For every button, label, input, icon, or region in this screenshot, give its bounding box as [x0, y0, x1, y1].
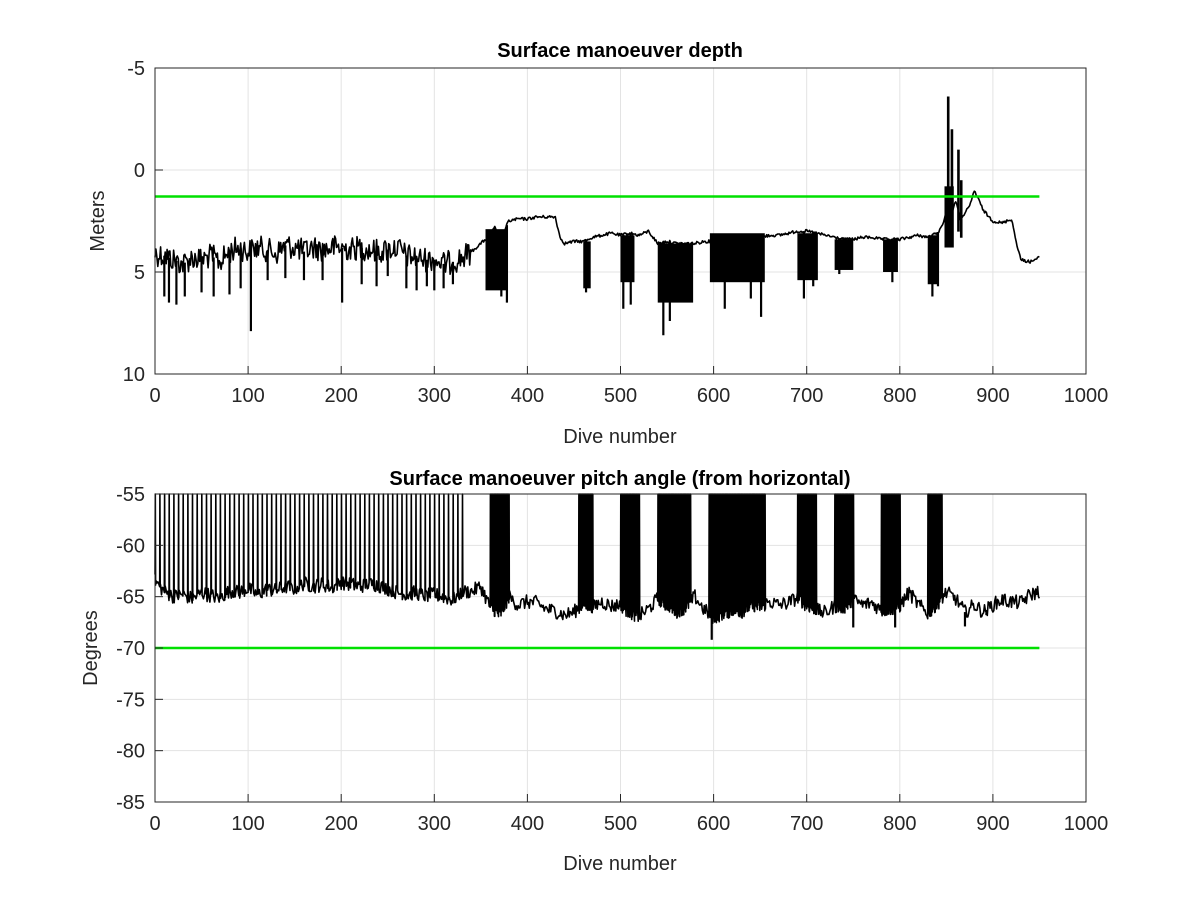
- depth-x-tick-label: 900: [976, 385, 1009, 407]
- pitch-y-tick-label: -75: [116, 689, 145, 711]
- depth-dense-region: [797, 233, 818, 281]
- pitch-data: [154, 493, 1041, 650]
- pitch-x-tick-label: 300: [418, 813, 451, 835]
- pitch-y-tick-label: -85: [116, 792, 145, 814]
- pitch-chart: 0 100 200 300 400 500 600 700 800 900 1000 -55-60-…: [80, 468, 1108, 875]
- depth-dense-region: [709, 233, 765, 283]
- pitch-x-tick-label: 200: [325, 813, 358, 835]
- depth-data: [154, 96, 1040, 336]
- depth-x-tick-label: 600: [697, 385, 730, 407]
- pitch-chart-title: Surface manoeuver pitch angle (from hori…: [389, 468, 850, 490]
- depth-y-axis-label: Meters: [87, 190, 109, 251]
- pitch-x-tick-label: 900: [976, 813, 1009, 835]
- depth-chart-title: Surface manoeuver depth: [497, 40, 743, 62]
- depth-x-ticks: 0 100 200 300 400 500 600 700 800 900 1000: [149, 366, 1108, 407]
- depth-x-axis-label: Dive number: [563, 426, 677, 448]
- pitch-x-tick-label: 500: [604, 813, 637, 835]
- depth-x-tick-label: 400: [511, 385, 544, 407]
- depth-x-tick-label: 500: [604, 385, 637, 407]
- pitch-y-tick-label: -80: [116, 741, 145, 763]
- depth-chart: 0 100 200 300 400 500 600 700 800 900 1000 -50510 …: [87, 40, 1108, 448]
- pitch-x-tick-label: 800: [883, 813, 916, 835]
- depth-x-tick-label: 800: [883, 385, 916, 407]
- pitch-y-tick-label: -70: [116, 638, 145, 660]
- pitch-x-tick-label: 1000: [1064, 813, 1109, 835]
- depth-x-tick-label: 1000: [1064, 385, 1109, 407]
- pitch-x-tick-label: 700: [790, 813, 823, 835]
- pitch-x-tick-label: 400: [511, 813, 544, 835]
- depth-y-ticks: -5 0 5 10: [123, 58, 163, 386]
- depth-y-tick-label: -5: [127, 58, 145, 80]
- pitch-x-ticks: 0 100 200 300 400 500 600 700 800 900 1000: [149, 794, 1108, 835]
- pitch-x-tick-label: 0: [149, 813, 160, 835]
- pitch-y-axis-label: Degrees: [80, 610, 102, 686]
- depth-x-tick-label: 200: [325, 385, 358, 407]
- depth-x-tick-label: 100: [231, 385, 264, 407]
- pitch-series-line: [154, 493, 1041, 625]
- pitch-y-tick-label: -55: [116, 484, 145, 506]
- pitch-x-tick-label: 600: [697, 813, 730, 835]
- pitch-x-tick-label: 100: [231, 813, 264, 835]
- depth-x-tick-label: 0: [149, 385, 160, 407]
- depth-dense-region: [834, 239, 854, 270]
- depth-y-tick-label: 10: [123, 364, 145, 386]
- depth-dense-region: [883, 239, 898, 272]
- pitch-x-axis-label: Dive number: [563, 853, 677, 875]
- depth-dense-region: [485, 229, 507, 291]
- depth-x-tick-label: 300: [418, 385, 451, 407]
- depth-y-tick-label: 0: [134, 160, 145, 182]
- pitch-y-tick-label: -65: [116, 587, 145, 609]
- pitch-y-ticks: -55 -60 -65 -70 -75 -80 -85: [116, 484, 163, 814]
- depth-y-tick-label: 5: [134, 262, 145, 284]
- pitch-y-tick-label: -60: [116, 535, 145, 557]
- depth-x-tick-label: 700: [790, 385, 823, 407]
